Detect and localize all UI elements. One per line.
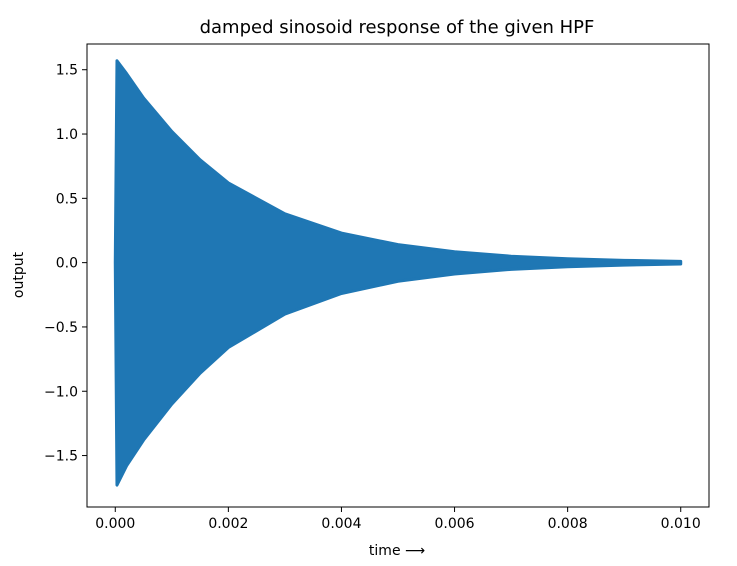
x-tick-label: 0.000 [95, 516, 135, 532]
y-tick-label: −0.5 [44, 320, 78, 336]
series-line-1 [113, 59, 683, 487]
y-tick-label: 1.5 [56, 63, 78, 79]
y-tick-label: −1.0 [44, 384, 78, 400]
x-tick-label: 0.002 [208, 516, 248, 532]
y-tick-label: 0.5 [56, 191, 78, 207]
x-axis-label: time ⟶ [369, 543, 425, 559]
y-tick-label: 0.0 [56, 256, 78, 272]
y-tick-label: 1.0 [56, 127, 78, 143]
x-tick-label: 0.010 [661, 516, 701, 532]
x-tick-label: 0.008 [548, 516, 588, 532]
x-tick-label: 0.006 [434, 516, 474, 532]
plot-frame [86, 43, 710, 508]
chart-title: damped sinosoid response of the given HP… [200, 17, 595, 38]
y-axis-label: output [11, 251, 27, 298]
x-tick-label: 0.004 [321, 516, 361, 532]
axes: 0.000 0.002 0.004 0.006 0.008 0.010 1.5 1.0 0.5 0… [44, 43, 710, 532]
y-tick-label: −1.5 [44, 449, 78, 465]
plot-area [113, 59, 683, 487]
